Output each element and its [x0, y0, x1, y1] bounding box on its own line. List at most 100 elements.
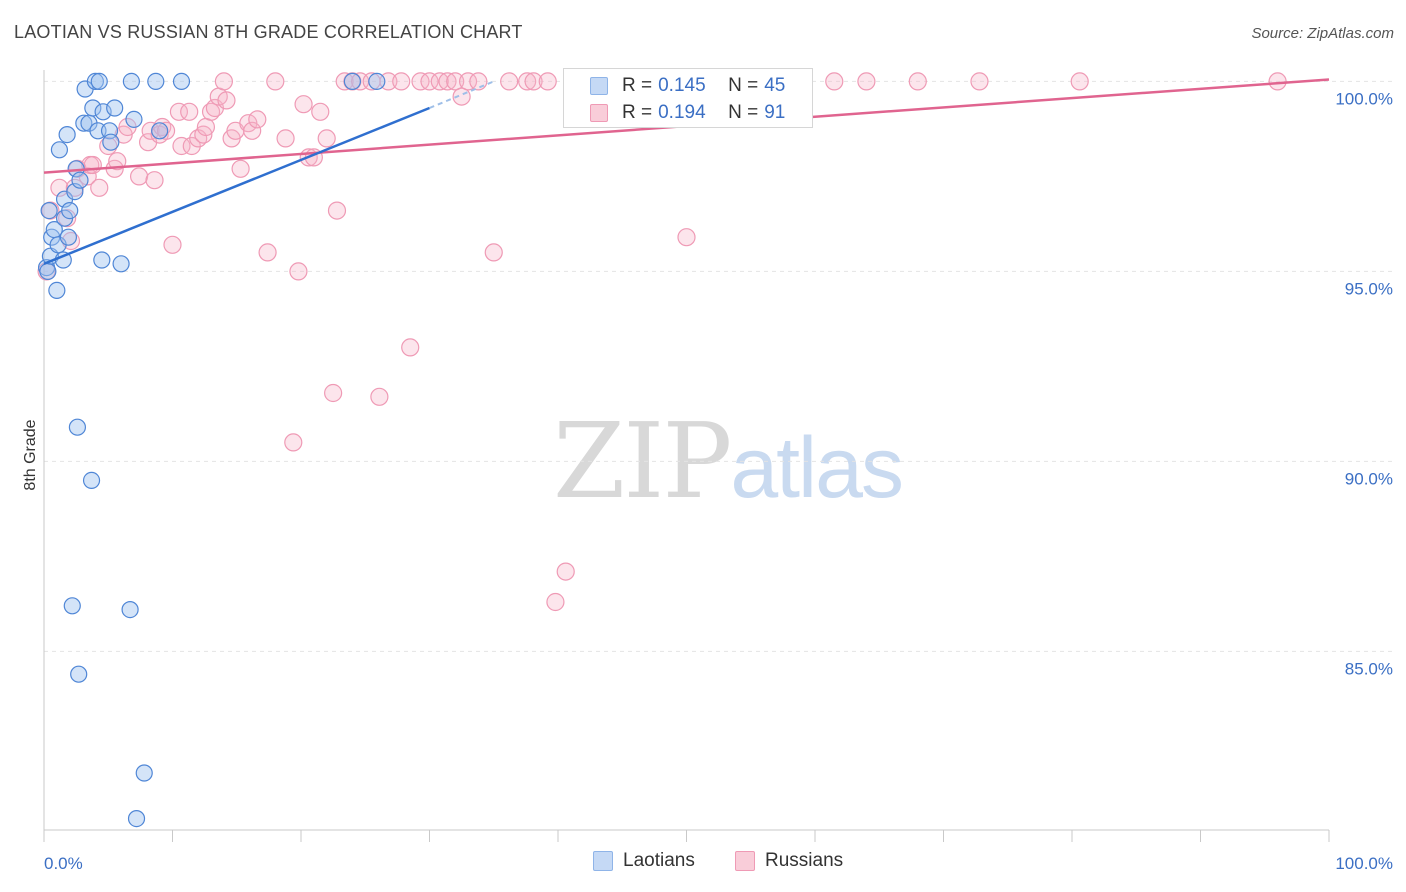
point-russians: [970, 72, 989, 91]
y-tick-label: 95.0%: [1345, 279, 1393, 298]
x-tick-label-max: 100.0%: [1335, 854, 1393, 873]
legend-item-laotians[interactable]: Laotians: [593, 850, 695, 872]
point-russians: [825, 72, 844, 91]
point-russians: [546, 592, 565, 612]
legend-r-label: R =: [622, 102, 653, 123]
point-laotians: [147, 72, 165, 91]
point-laotians: [127, 809, 146, 828]
point-russians: [172, 136, 191, 156]
chart-title: LAOTIAN VS RUSSIAN 8TH GRADE CORRELATION…: [14, 22, 523, 42]
point-russians: [83, 155, 102, 175]
point-laotians: [70, 665, 88, 683]
y-tick-label: 90.0%: [1345, 469, 1393, 488]
point-russians: [538, 72, 557, 91]
legend-label-laotians: Laotians: [623, 850, 695, 871]
point-russians: [677, 228, 696, 247]
point-laotians: [71, 171, 89, 189]
point-laotians: [82, 471, 101, 489]
point-russians: [556, 562, 575, 581]
point-russians: [182, 136, 201, 156]
point-russians: [294, 95, 313, 114]
point-laotians: [59, 228, 78, 246]
point-russians: [243, 121, 262, 140]
legend-r-label: R =: [622, 75, 653, 96]
point-russians: [145, 171, 164, 190]
point-laotians: [40, 202, 58, 220]
point-russians: [324, 383, 343, 403]
source-label: Source: ZipAtlas.com: [1251, 25, 1394, 42]
point-russians: [327, 201, 347, 220]
trendline-laotians-extension: [429, 80, 495, 109]
point-russians: [231, 159, 250, 178]
point-laotians: [93, 251, 111, 269]
point-russians: [317, 129, 336, 148]
legend-label-russians: Russians: [765, 850, 844, 871]
point-russians: [524, 72, 543, 91]
point-russians: [438, 72, 457, 91]
trendline-laotians: [43, 106, 430, 265]
point-laotians: [368, 72, 386, 91]
point-russians: [446, 72, 465, 91]
legend-swatch-russians: [735, 851, 755, 871]
point-russians: [169, 102, 189, 121]
point-laotians: [135, 764, 153, 782]
point-laotians: [90, 72, 108, 91]
legend-row-laotians: R = 0.145 N = 45: [590, 73, 791, 99]
point-russians: [141, 121, 160, 140]
point-laotians: [102, 133, 120, 151]
legend-swatch-laotians: [590, 77, 608, 95]
point-russians: [518, 72, 537, 91]
point-russians: [129, 167, 149, 186]
legend-swatch-laotians: [593, 851, 613, 871]
point-russians: [258, 243, 277, 262]
point-russians: [484, 243, 503, 262]
point-laotians: [68, 418, 87, 436]
legend-n-value: 45: [764, 75, 786, 96]
point-laotians: [75, 114, 93, 132]
point-laotians: [343, 72, 361, 91]
point-russians: [311, 102, 330, 121]
legend-n-label: N =: [728, 102, 759, 123]
point-laotians: [112, 255, 130, 273]
point-russians: [90, 178, 109, 197]
point-russians: [1268, 72, 1287, 91]
point-russians: [214, 72, 233, 91]
point-laotians: [84, 99, 102, 117]
point-russians: [289, 262, 308, 281]
legend-r-value: 0.145: [658, 75, 706, 96]
legend-n-value: 91: [764, 102, 786, 123]
point-laotians: [121, 600, 139, 619]
point-russians: [469, 72, 488, 91]
point-laotians: [151, 122, 169, 140]
point-russians: [420, 72, 439, 91]
point-laotians: [122, 72, 140, 91]
point-laotians: [39, 262, 57, 280]
point-russians: [276, 129, 295, 148]
point-russians: [908, 72, 927, 91]
point-laotians: [61, 202, 79, 220]
point-laotians: [86, 72, 105, 91]
legend-row-russians: R = 0.194 N = 91: [590, 100, 791, 126]
legend-item-russians[interactable]: Russians: [735, 850, 843, 872]
point-russians: [458, 72, 478, 91]
point-russians: [163, 235, 182, 254]
series-legend: Laotians Russians: [0, 850, 1406, 878]
point-laotians: [58, 126, 76, 144]
point-laotians: [172, 72, 191, 91]
legend-n-label: N =: [728, 75, 759, 96]
point-russians: [284, 433, 303, 452]
y-tick-label: 85.0%: [1345, 659, 1393, 678]
point-russians: [217, 91, 236, 110]
x-tick-label-min: 0.0%: [44, 854, 83, 873]
point-russians: [857, 72, 876, 91]
y-tick-label: 100.0%: [1335, 89, 1393, 108]
point-laotians: [106, 99, 124, 117]
legend-swatch-russians: [590, 104, 608, 122]
correlation-legend: R = 0.145 N = 45 R = 0.194 N = 91: [563, 68, 813, 128]
watermark-atlas: atlas: [730, 420, 904, 516]
point-russians: [248, 110, 267, 129]
point-russians: [500, 72, 519, 91]
y-axis-title: 8th Grade: [22, 419, 39, 490]
legend-r-value: 0.194: [658, 102, 706, 123]
